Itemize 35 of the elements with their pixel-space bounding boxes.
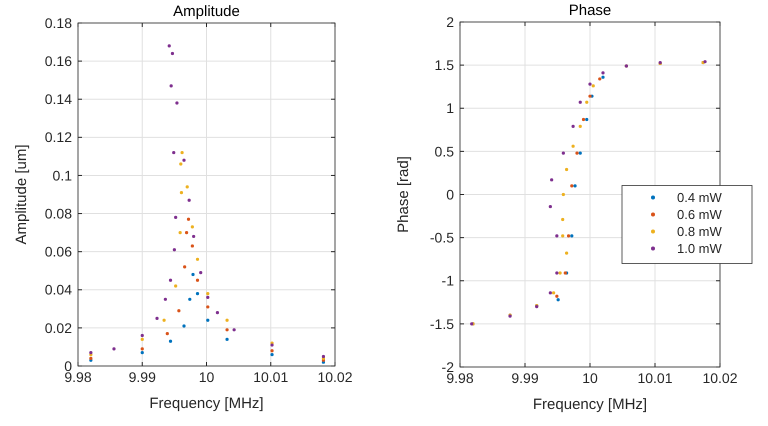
y-tick-label: 0.1 [52,167,72,184]
y-tick-label: 0.5 [434,143,454,160]
x-tick-label: 10.02 [702,370,738,386]
x-tick-label: 10 [198,369,214,385]
legend-label: 0.6 mW [677,207,723,222]
x-tick-label: 10 [582,370,598,386]
y-tick-label: 0.12 [44,129,72,146]
legend-label: 0.8 mW [677,224,723,240]
y-axis-title: Phase [rad] [395,156,412,233]
y-tick-label: 1 [446,100,454,116]
chart-title: Amplitude [173,3,240,20]
y-tick-label: 2 [446,14,454,30]
y-tick-label: -0.5 [430,230,454,246]
y-axis-title: Amplitude [um] [13,144,30,245]
x-axis-title: Frequency [MHz] [149,395,264,412]
y-tick-label: 0.02 [44,320,72,336]
y-tick-label: 0.04 [44,282,72,298]
legend-label: 0.4 mW [677,190,723,206]
x-tick-label: 10.01 [637,370,673,386]
x-tick-label: 10.01 [253,369,288,385]
y-tick-label: 0.14 [44,91,72,108]
x-tick-label: 9.99 [128,369,156,385]
y-tick-label: 0.18 [44,14,72,31]
y-tick-label: -1.5 [430,316,454,332]
y-tick-label: 1.5 [434,57,454,74]
y-tick-label: -1 [442,272,454,289]
chart-title: Phase [568,2,612,19]
x-axis-title: Frequency [MHz] [532,396,648,413]
y-tick-label: 0.06 [44,244,72,260]
y-tick-label: 0.08 [44,205,72,222]
y-tick-label: 0.16 [44,53,72,70]
legend-label: 1.0 mW [677,241,723,256]
x-tick-label: 10.02 [317,369,353,385]
y-tick-label: 0 [446,186,454,202]
x-tick-label: 9.99 [511,370,539,386]
